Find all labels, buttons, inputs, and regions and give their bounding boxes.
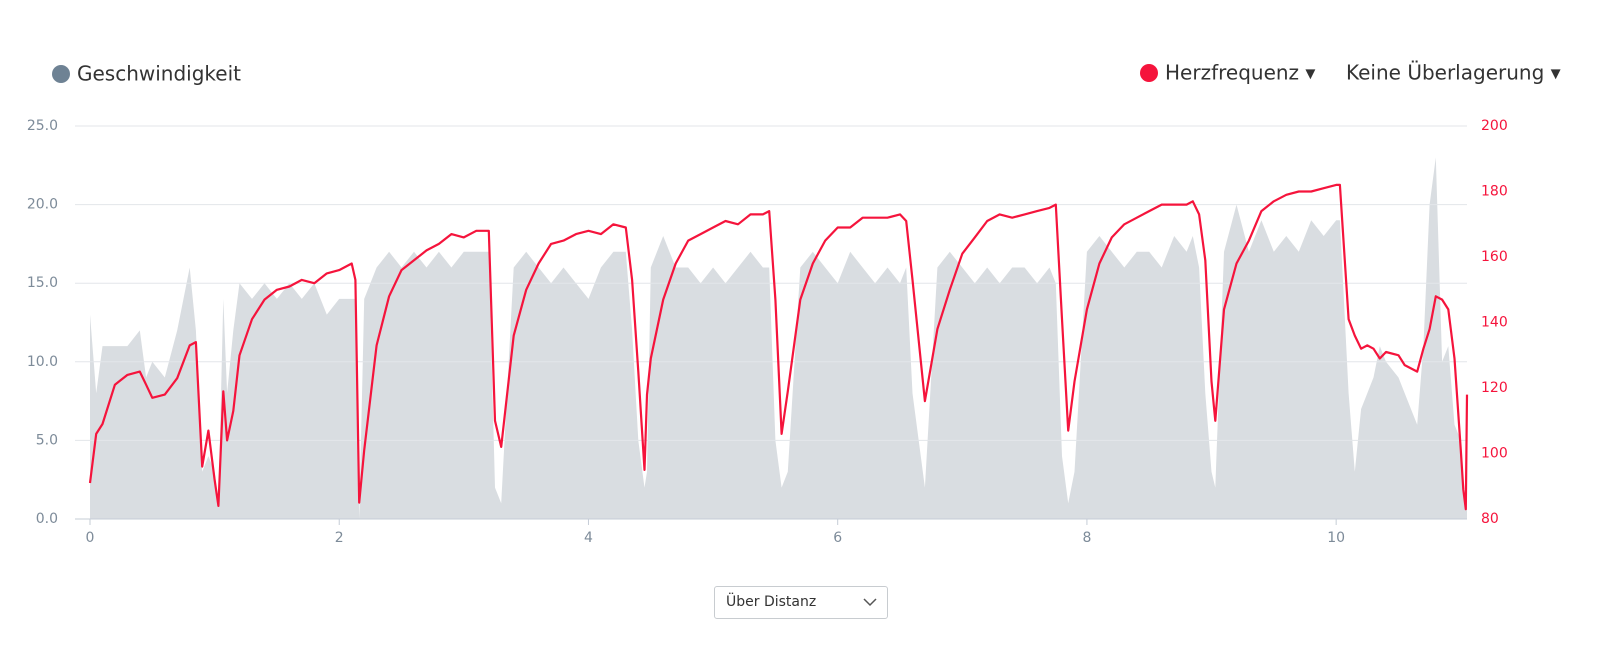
speed-area <box>90 157 1467 519</box>
y2-tick-label: 140 <box>1481 315 1508 331</box>
overlay-select[interactable]: Keine Überlagerung ▾ <box>1346 61 1561 85</box>
y-tick-label: 15.0 <box>27 275 58 291</box>
y2-tick-label: 160 <box>1481 249 1508 265</box>
x-tick-label: 4 <box>584 530 593 546</box>
y-tick-label: 25.0 <box>27 118 58 134</box>
x-tick-label: 2 <box>335 530 344 546</box>
legend-label: Geschwindigkeit <box>77 62 241 86</box>
x-tick-label: 10 <box>1327 530 1345 546</box>
y2-tick-label: 100 <box>1481 446 1508 462</box>
y-tick-label: 10.0 <box>27 354 58 370</box>
heart-rate-line <box>88 183 1469 511</box>
chart: Geschwindigkeit Herzfrequenz ▾ Keine Übe… <box>27 61 1561 547</box>
legend-marker[interactable] <box>1140 64 1158 82</box>
y-tick-label: 20.0 <box>27 197 58 213</box>
dropdown-label: Über Distanz <box>726 594 817 610</box>
y-tick-label: 5.0 <box>36 432 58 448</box>
legend-marker <box>52 65 70 83</box>
x-tick-label: 8 <box>1082 530 1091 546</box>
y2-tick-label: 120 <box>1481 380 1508 396</box>
y2-tick-label: 180 <box>1481 184 1508 200</box>
y2-tick-label: 80 <box>1481 511 1499 527</box>
series-select[interactable]: Herzfrequenz ▾ <box>1165 61 1315 85</box>
y-tick-label: 0.0 <box>36 511 58 527</box>
dropdown-arrow <box>863 598 877 607</box>
x-tick-label: 0 <box>86 530 95 546</box>
x-tick-label: 6 <box>833 530 842 546</box>
y2-tick-label: 200 <box>1481 118 1508 134</box>
x-mode-dropdown[interactable]: Über Distanz <box>714 586 888 619</box>
